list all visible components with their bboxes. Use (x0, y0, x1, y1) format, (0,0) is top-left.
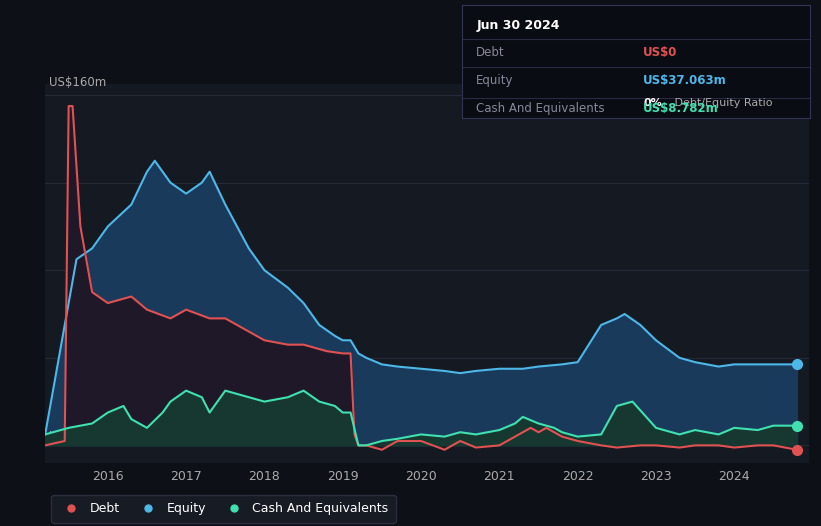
Text: Debt: Debt (476, 46, 505, 59)
Text: Debt/Equity Ratio: Debt/Equity Ratio (671, 98, 773, 108)
Text: US$160m: US$160m (49, 76, 107, 88)
Text: Jun 30 2024: Jun 30 2024 (476, 19, 560, 32)
Text: US$0: US$0 (643, 46, 677, 59)
Text: US$8.782m: US$8.782m (643, 102, 719, 115)
Text: Cash And Equivalents: Cash And Equivalents (476, 102, 605, 115)
Text: Equity: Equity (476, 74, 514, 87)
Text: 0%: 0% (643, 98, 662, 108)
Text: US$0: US$0 (49, 430, 80, 443)
Legend: Debt, Equity, Cash And Equivalents: Debt, Equity, Cash And Equivalents (52, 495, 396, 523)
Text: US$37.063m: US$37.063m (643, 74, 727, 87)
